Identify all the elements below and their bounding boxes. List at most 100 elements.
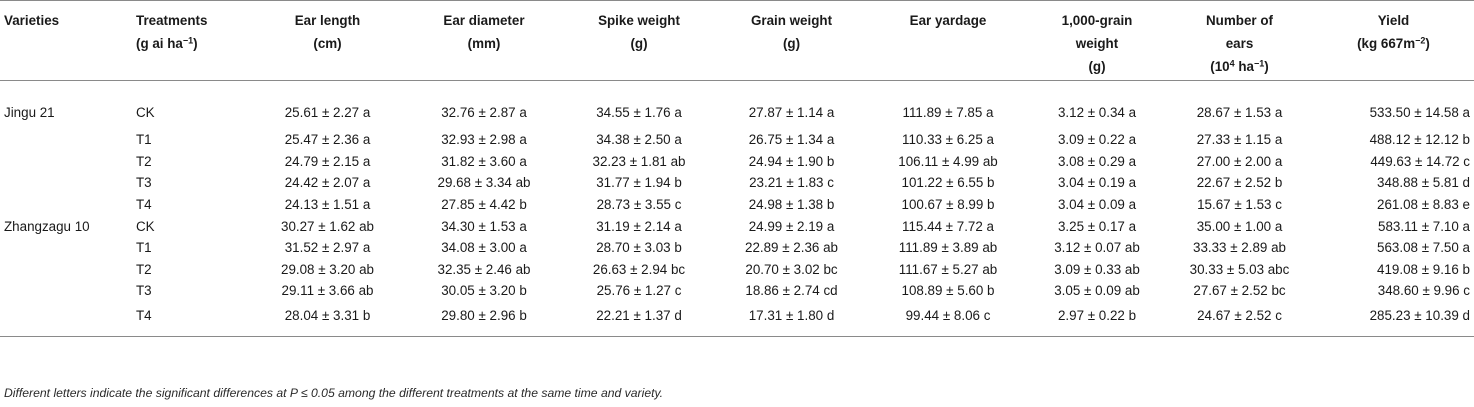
grain-weight-cell: 27.87 ± 1.14 a [748, 104, 835, 120]
grain-weight-cell: 24.98 ± 1.38 b [748, 197, 835, 213]
spike-weight-cell: 32.23 ± 1.81 ab [592, 153, 686, 169]
variety-cell [0, 129, 132, 151]
ear-yardage-cell: 106.11 ± 4.99 ab [898, 153, 998, 169]
table-body: Jingu 21 CK 25.61 ± 2.27 a 32.76 ± 2.87 a 34… [0, 81, 1474, 337]
yield-cell: 348.60 ± 9.96 c [1377, 283, 1470, 299]
ear-length-cell: 25.47 ± 2.36 a [284, 132, 371, 148]
yield-cell: 533.50 ± 14.58 a [1369, 104, 1470, 120]
ear-diameter-cell: 34.08 ± 3.00 a [441, 240, 527, 256]
treatment-cell: T1 [136, 132, 152, 148]
header-ear-yardage: Ear yardage [868, 0, 1028, 81]
treatment-cell: T2 [136, 153, 152, 169]
table-row: Zhangzagu 10 CK 30.27 ± 1.62 ab 34.30 ± 1.5… [0, 215, 1474, 237]
grain-weight-cell: 24.99 ± 2.19 a [748, 218, 835, 234]
yield-cell: 348.88 ± 5.81 d [1377, 175, 1470, 191]
treatment-cell: CK [136, 104, 155, 120]
grain-weight-1000-cell: 3.08 ± 0.29 a [1057, 153, 1137, 169]
ear-diameter-cell: 29.68 ± 3.34 ab [437, 175, 531, 191]
ear-length-cell: 25.61 ± 2.27 a [284, 104, 371, 120]
variety-cell [0, 280, 132, 302]
grain-weight-1000-cell: 3.09 ± 0.33 ab [1054, 261, 1140, 277]
number-of-ears-cell: 15.67 ± 1.53 c [1197, 197, 1282, 213]
results-table: Varieties Treatments (g ai ha−1) Ear len… [0, 0, 1474, 337]
header-spike-weight: Spike weight (g) [563, 0, 715, 81]
variety-cell: Jingu 21 [4, 104, 55, 120]
ear-diameter-cell: 32.93 ± 2.98 a [441, 132, 527, 148]
spike-weight-cell: 22.21 ± 1.37 d [563, 301, 715, 337]
ear-yardage-cell: 100.67 ± 8.99 b [901, 197, 995, 213]
grain-weight-cell: 23.21 ± 1.83 c [749, 175, 834, 191]
treatment-cell: T3 [136, 175, 152, 191]
number-of-ears-cell: 33.33 ± 2.89 ab [1193, 240, 1286, 256]
spike-weight-cell: 31.77 ± 1.94 b [596, 175, 682, 191]
spike-weight-cell: 25.76 ± 1.27 c [596, 283, 682, 299]
number-of-ears-cell: 24.67 ± 2.52 c [1166, 301, 1313, 337]
grain-weight-1000-cell: 3.12 ± 0.34 a [1057, 104, 1137, 120]
header-yield: Yield (kg 667m−2) [1313, 0, 1474, 81]
ear-diameter-cell: 34.30 ± 1.53 a [441, 218, 527, 234]
variety-cell [0, 301, 132, 337]
ear-length-cell: 24.42 ± 2.07 a [284, 175, 371, 191]
treatment-cell: T4 [136, 197, 152, 213]
number-of-ears-cell: 30.33 ± 5.03 abc [1189, 261, 1290, 277]
ear-diameter-cell: 30.05 ± 3.20 b [441, 283, 527, 299]
variety-cell [0, 194, 132, 216]
spike-weight-cell: 28.70 ± 3.03 b [596, 240, 682, 256]
ear-length-cell: 28.04 ± 3.31 b [250, 301, 405, 337]
ear-diameter-cell: 31.82 ± 3.60 a [441, 153, 527, 169]
treatment-cell: T2 [136, 261, 152, 277]
spike-weight-cell: 34.55 ± 1.76 a [596, 104, 682, 120]
header-ear-length: Ear length (cm) [250, 0, 405, 81]
ear-yardage-cell: 101.22 ± 6.55 b [901, 175, 995, 191]
yield-cell: 563.08 ± 7.50 a [1377, 240, 1470, 256]
number-of-ears-cell: 22.67 ± 2.52 b [1196, 175, 1283, 191]
ear-yardage-cell: 111.89 ± 3.89 ab [898, 240, 998, 256]
ear-length-cell: 31.52 ± 2.97 a [284, 240, 371, 256]
table-row: Jingu 21 CK 25.61 ± 2.27 a 32.76 ± 2.87 a 34… [0, 81, 1474, 130]
yield-cell: 583.11 ± 7.10 a [1378, 218, 1470, 234]
grain-weight-cell: 18.86 ± 2.74 cd [745, 283, 838, 299]
grain-weight-1000-cell: 3.04 ± 0.19 a [1057, 175, 1137, 191]
ear-yardage-cell: 99.44 ± 8.06 c [868, 301, 1028, 337]
ear-yardage-cell: 110.33 ± 6.25 a [902, 132, 994, 148]
spike-weight-cell: 34.38 ± 2.50 a [596, 132, 682, 148]
treatment-cell: T3 [136, 283, 152, 299]
grain-weight-cell: 17.31 ± 1.80 d [715, 301, 868, 337]
ear-diameter-cell: 32.35 ± 2.46 ab [437, 261, 531, 277]
number-of-ears-cell: 27.00 ± 2.00 a [1196, 153, 1283, 169]
yield-cell: 285.23 ± 10.39 d [1313, 301, 1474, 337]
yield-cell: 261.08 ± 8.83 e [1377, 197, 1470, 213]
variety-cell [0, 151, 132, 173]
ear-length-cell: 24.79 ± 2.15 a [284, 153, 371, 169]
grain-weight-cell: 26.75 ± 1.34 a [748, 132, 835, 148]
grain-weight-cell: 24.94 ± 1.90 b [748, 153, 835, 169]
table-footnote: Different letters indicate the significa… [4, 386, 664, 400]
ear-length-cell: 29.08 ± 3.20 ab [281, 261, 374, 277]
number-of-ears-cell: 35.00 ± 1.00 a [1196, 218, 1283, 234]
ear-yardage-cell: 108.89 ± 5.60 b [901, 283, 995, 299]
table-row: T3 24.42 ± 2.07 a 29.68 ± 3.34 ab 31.77 ± 1… [0, 172, 1474, 194]
grain-weight-cell: 20.70 ± 3.02 bc [745, 261, 838, 277]
variety-cell [0, 259, 132, 281]
ear-diameter-cell: 29.80 ± 2.96 b [405, 301, 563, 337]
header-varieties: Varieties [0, 0, 132, 81]
ear-yardage-cell: 111.89 ± 7.85 a [902, 104, 994, 120]
ear-diameter-cell: 32.76 ± 2.87 a [441, 104, 527, 120]
table-row: T4 28.04 ± 3.31 b 29.80 ± 2.96 b 22.21 ± 1.… [0, 301, 1474, 337]
table-row: T1 31.52 ± 2.97 a 34.08 ± 3.00 a 28.70 ± 3.… [0, 237, 1474, 259]
ear-yardage-cell: 115.44 ± 7.72 a [902, 218, 994, 234]
number-of-ears-cell: 27.33 ± 1.15 a [1196, 132, 1283, 148]
treatment-cell: T4 [132, 301, 250, 337]
treatment-cell: CK [136, 218, 155, 234]
header-row: Varieties Treatments (g ai ha−1) Ear len… [0, 0, 1474, 81]
header-treatments: Treatments (g ai ha−1) [132, 0, 250, 81]
table-row: T2 24.79 ± 2.15 a 31.82 ± 3.60 a 32.23 ± 1.… [0, 151, 1474, 173]
header-grain-weight: Grain weight (g) [715, 0, 868, 81]
grain-weight-1000-cell: 3.25 ± 0.17 a [1057, 218, 1137, 234]
variety-cell: Zhangzagu 10 [4, 218, 90, 234]
variety-cell [0, 237, 132, 259]
table-row: T1 25.47 ± 2.36 a 32.93 ± 2.98 a 34.38 ± 2.… [0, 129, 1474, 151]
spike-weight-cell: 31.19 ± 2.14 a [596, 218, 682, 234]
ear-yardage-cell: 111.67 ± 5.27 ab [898, 261, 998, 277]
grain-weight-1000-cell: 3.04 ± 0.09 a [1057, 197, 1137, 213]
